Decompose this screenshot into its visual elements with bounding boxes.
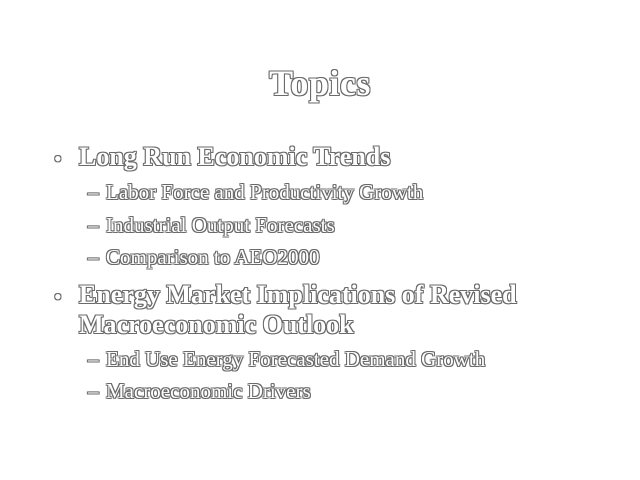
sub-marker: – — [88, 245, 99, 269]
sub-text: Labor Force and Productivity Growth — [106, 180, 424, 204]
slide-title: Topics — [269, 63, 371, 103]
bullet-text: Long Run Economic Trends — [79, 142, 391, 171]
bullet-text-line1: Energy Market Implications of Revised — [79, 280, 517, 309]
sub-marker: – — [88, 180, 99, 204]
sub-text: Industrial Output Forecasts — [106, 213, 335, 237]
sub-marker: – — [88, 379, 99, 403]
bullet-text-line2: Macroeconomic Outlook — [79, 310, 354, 339]
sub-marker: – — [88, 213, 99, 237]
bullet-marker: • — [54, 146, 62, 171]
bullet-marker: • — [54, 284, 62, 309]
sub-text: Macroeconomic Drivers — [106, 379, 311, 403]
sub-text: End Use Energy Forecasted Demand Growth — [106, 347, 486, 371]
sub-marker: – — [88, 347, 99, 371]
sub-text: Comparison to AEO2000 — [106, 245, 320, 269]
